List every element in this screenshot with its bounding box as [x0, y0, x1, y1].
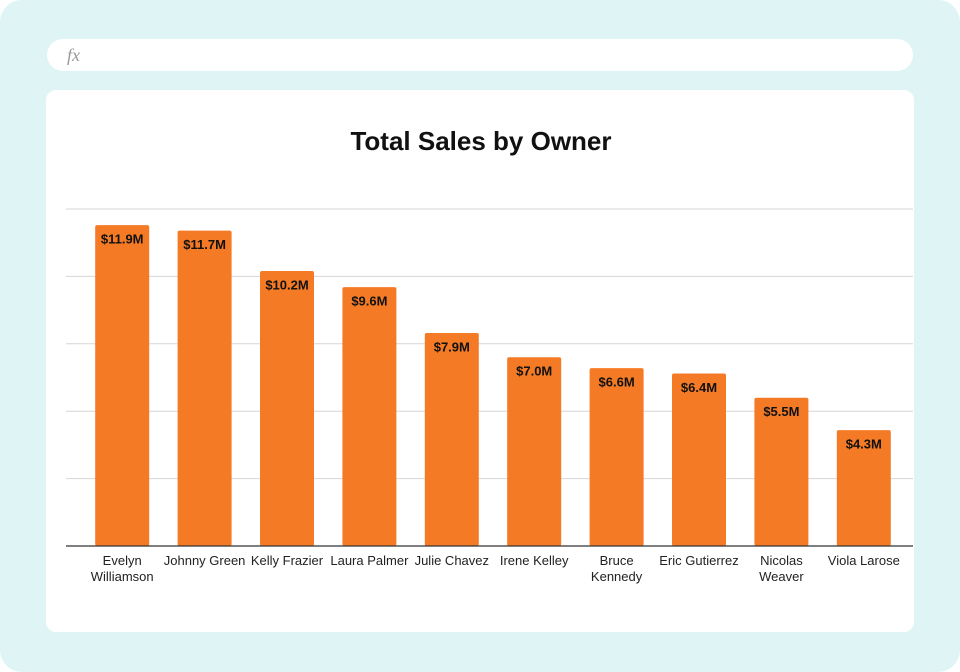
bar [589, 368, 644, 546]
data-label: $11.7M [183, 237, 226, 252]
bar [672, 373, 726, 546]
bar [260, 271, 314, 546]
bar [95, 225, 150, 546]
data-label: $6.6M [599, 375, 635, 390]
data-label: $7.9M [434, 339, 470, 354]
bar [836, 430, 891, 546]
x-tick-label: Bruce Kennedy [590, 553, 643, 584]
data-label: $4.3M [846, 437, 882, 452]
x-tick-label: Evelyn Williamson [90, 553, 154, 584]
data-label: $6.4M [681, 380, 717, 395]
x-tick-label: Viola Larose [827, 553, 900, 568]
data-label: $5.5M [763, 404, 799, 419]
bar [342, 287, 397, 546]
x-tick-label: Eric Gutierrez [659, 553, 739, 568]
x-tick-label: Julie Chavez [414, 553, 490, 568]
bar [754, 397, 809, 546]
fx-icon: fx [67, 45, 80, 65]
chart-title: Total Sales by Owner [350, 126, 611, 156]
data-label: $11.9M [101, 232, 144, 247]
x-tick-label: Irene Kelley [499, 553, 569, 568]
bar [177, 230, 232, 546]
x-tick-label: Laura Palmer [330, 553, 409, 568]
data-label: $9.6M [351, 294, 387, 309]
bar [424, 333, 479, 546]
x-tick-label: Nicolas Weaver [759, 553, 804, 584]
data-label: $7.0M [516, 364, 552, 379]
x-tick-label: Kelly Frazier [250, 553, 324, 568]
bar [507, 357, 562, 546]
x-tick-label: Johnny Green [163, 553, 246, 568]
formula-bar[interactable]: fx [47, 39, 913, 71]
data-label: $10.2M [265, 277, 308, 292]
